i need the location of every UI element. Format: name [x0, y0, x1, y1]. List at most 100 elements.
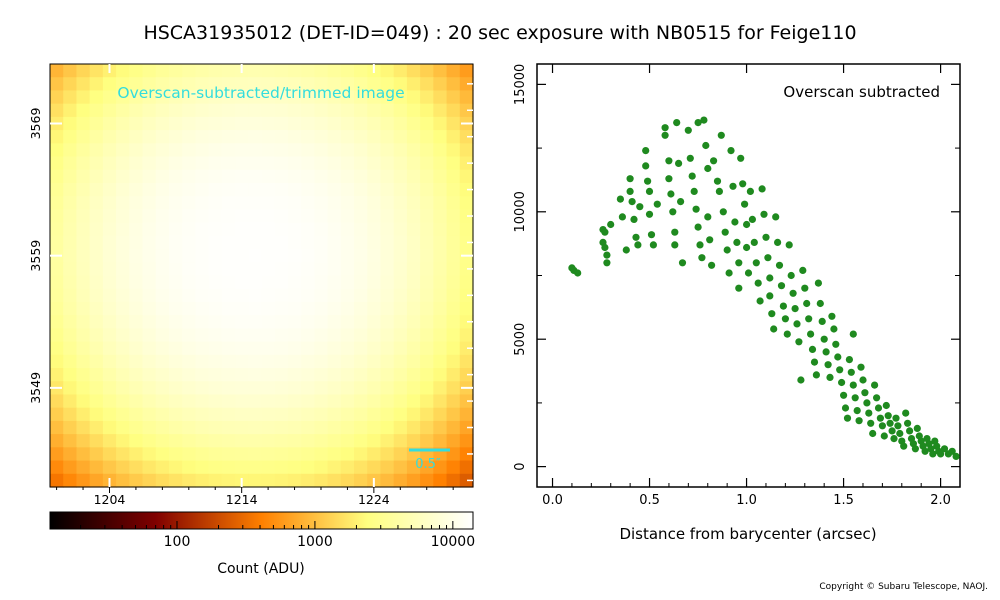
heatmap-cell: [142, 235, 157, 250]
heatmap-cell: [142, 328, 157, 343]
heatmap-cell: [168, 460, 183, 475]
heatmap-cell: [235, 381, 249, 396]
scatter-point: [840, 391, 848, 399]
heatmap-cell: [63, 394, 78, 409]
heatmap-cell: [168, 394, 183, 409]
scatter-point: [694, 223, 702, 231]
heatmap-cell: [354, 169, 368, 184]
heatmap-cell: [274, 473, 289, 488]
heatmap-cell: [393, 103, 408, 118]
heatmap-cell: [261, 420, 276, 435]
scatter-point: [743, 243, 751, 252]
heatmap-cell: [274, 156, 289, 171]
heatmap-cell: [380, 235, 395, 250]
heatmap-cell: [393, 262, 408, 277]
heatmap-cell: [393, 235, 408, 250]
heatmap-cell: [446, 116, 461, 131]
heatmap-cell: [102, 156, 117, 171]
heatmap-cell: [420, 354, 434, 369]
heatmap-cell: [208, 77, 223, 92]
heatmap-cell: [129, 77, 144, 92]
heatmap-cell: [142, 209, 157, 224]
heatmap-cell: [168, 381, 183, 396]
heatmap-cell: [102, 420, 117, 435]
heatmap-cell: [301, 90, 315, 105]
heatmap-cell: [76, 235, 91, 250]
heatmap-cell: [354, 156, 368, 171]
heatmap-cell: [89, 130, 104, 144]
heatmap-cell: [261, 249, 276, 263]
heatmap-x-tick-label: 1204: [94, 492, 126, 507]
scatter-point: [694, 119, 702, 127]
heatmap-cell: [235, 222, 249, 237]
heatmap-cell: [102, 143, 117, 158]
heatmap-cell: [433, 90, 448, 105]
heatmap-cell: [102, 394, 117, 409]
heatmap-cell: [182, 328, 197, 343]
heatmap-cell: [116, 434, 130, 448]
heatmap-cell: [235, 90, 249, 105]
heatmap-cell: [129, 288, 144, 303]
heatmap-cell: [76, 156, 91, 171]
heatmap-cell: [287, 90, 302, 105]
heatmap-cell: [155, 209, 170, 224]
heatmap-cell: [327, 407, 342, 422]
scatter-point: [661, 124, 669, 132]
heatmap-cell: [459, 182, 474, 197]
heatmap-cell: [274, 328, 289, 343]
heatmap-cell: [63, 222, 78, 237]
heatmap-cell: [76, 64, 91, 78]
scatter-point: [731, 218, 739, 226]
scatter-point: [843, 414, 852, 422]
heatmap-cell: [287, 116, 302, 131]
scatter-point: [913, 424, 921, 432]
heatmap-cell: [327, 328, 342, 343]
heatmap-cell: [50, 262, 64, 277]
heatmap-cell: [420, 434, 434, 448]
heatmap-cell: [301, 209, 315, 224]
heatmap-cell: [433, 156, 448, 171]
heatmap-cell: [182, 130, 197, 144]
heatmap-cell: [380, 368, 395, 382]
heatmap-cell: [102, 103, 117, 118]
scatter-point: [684, 126, 692, 134]
heatmap-cell: [287, 130, 302, 144]
heatmap-cell: [406, 235, 421, 250]
heatmap-cell: [235, 301, 249, 316]
heatmap-cell: [406, 354, 421, 369]
heatmap-cell: [248, 473, 263, 488]
scatter-point: [618, 213, 627, 221]
heatmap-cell: [89, 354, 104, 369]
heatmap-cell: [208, 116, 223, 131]
heatmap-cell: [420, 103, 434, 118]
heatmap-cell: [155, 235, 170, 250]
heatmap-cell: [446, 407, 461, 422]
scatter-point: [686, 154, 694, 162]
heatmap-cell: [155, 196, 170, 211]
scatter-point: [634, 241, 642, 249]
heatmap-cell: [116, 354, 130, 369]
scatter-point: [601, 228, 609, 236]
heatmap-cell: [314, 64, 329, 78]
heatmap-cell: [433, 209, 448, 224]
heatmap-cell: [393, 249, 408, 263]
heatmap-cell: [420, 116, 434, 131]
heatmap-cell: [221, 368, 236, 382]
heatmap-cell: [314, 77, 329, 92]
heatmap-cell: [327, 434, 342, 448]
heatmap-cell: [142, 156, 157, 171]
heatmap-cell: [393, 116, 408, 131]
heatmap-cell: [221, 473, 236, 488]
heatmap-cell: [354, 275, 368, 290]
heatmap-cell: [261, 222, 276, 237]
scatter-point: [653, 200, 661, 208]
scatter-point: [937, 450, 945, 458]
heatmap-cell: [182, 394, 197, 409]
heatmap-cell: [340, 301, 355, 316]
heatmap-cell: [102, 434, 117, 448]
scatter-point: [729, 182, 737, 190]
heatmap-cell: [327, 394, 342, 409]
heatmap-cell: [314, 473, 329, 488]
heatmap-cell: [116, 341, 130, 356]
scatter-point: [911, 445, 920, 453]
